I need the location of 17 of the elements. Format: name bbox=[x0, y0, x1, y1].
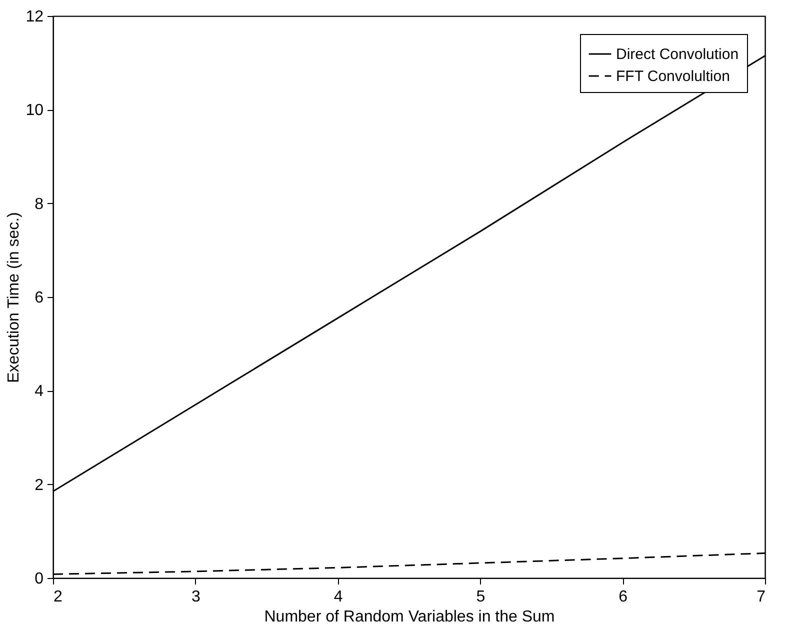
x-tick-label: 3 bbox=[191, 588, 200, 606]
x-tick-label: 2 bbox=[54, 588, 62, 606]
y-tick-label: 10 bbox=[26, 102, 44, 120]
y-tick-label: 8 bbox=[34, 196, 44, 213]
y-tick-label: 0 bbox=[34, 570, 44, 588]
y-tick-label: 12 bbox=[26, 8, 44, 26]
y-tick-label: 4 bbox=[34, 383, 44, 400]
y-axis-title: Execution Time (in sec.) bbox=[6, 212, 23, 383]
x-tick-label: 5 bbox=[476, 588, 486, 606]
y-tick-label: 2 bbox=[34, 476, 44, 494]
x-axis-title: Number of Random Variables in the Sum bbox=[264, 608, 555, 626]
x-tick-label: 7 bbox=[756, 588, 766, 606]
x-tick-label: 4 bbox=[334, 588, 343, 606]
x-tick-label: 6 bbox=[618, 588, 628, 606]
legend-label: Direct Convolution bbox=[616, 46, 739, 63]
legend-label: FFT Convolultion bbox=[616, 68, 730, 85]
y-tick-label: 6 bbox=[34, 290, 44, 306]
